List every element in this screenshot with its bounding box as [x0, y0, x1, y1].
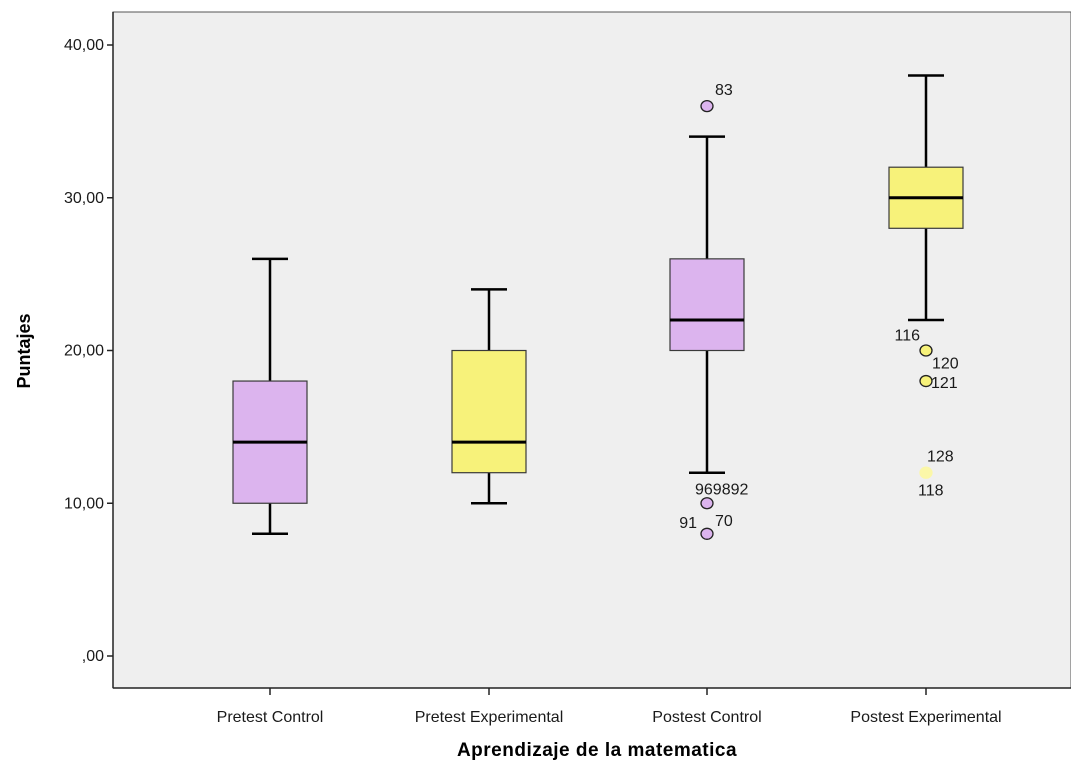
iqr-box: [451, 349, 527, 474]
box-3: [669, 135, 745, 474]
x-tick-label: Postest Experimental: [850, 709, 1001, 726]
outliers-layer: 83 969892 91 70 116 120 121 128 118: [679, 82, 959, 540]
box-1: [232, 257, 308, 536]
outlier-point: [919, 344, 933, 357]
y-axis-title: Puntajes: [14, 313, 34, 388]
y-tick-label: 10,00: [64, 495, 104, 512]
outlier-point: [700, 527, 714, 540]
box-4: [888, 74, 964, 322]
outlier-label: 120: [932, 356, 959, 373]
plot-background: [112, 11, 1071, 689]
x-tick-label: Pretest Control: [217, 709, 324, 726]
x-tick-label: Pretest Experimental: [415, 709, 564, 726]
outlier-label: 91: [679, 515, 697, 532]
outlier-point: [919, 466, 933, 479]
y-tick-label: 20,00: [64, 343, 104, 360]
x-tick-label: Postest Control: [652, 709, 761, 726]
y-tick-label: ,00: [82, 648, 104, 665]
x-axis: Pretest Control Pretest Experimental Poste…: [113, 687, 1071, 726]
outlier-label: 128: [927, 449, 954, 466]
outlier-point: [700, 497, 714, 510]
outlier-label: 70: [715, 513, 733, 530]
x-axis-title: Aprendizaje de la matematica: [457, 740, 737, 761]
outlier-point: [700, 99, 714, 113]
y-tick-label: 40,00: [64, 37, 104, 54]
outlier-label: 121: [931, 375, 958, 392]
box-2: [451, 288, 527, 505]
y-axis: ,00 10,00 20,00 30,00 40,00: [64, 12, 114, 688]
outlier-label: 83: [715, 82, 733, 99]
y-tick-label: 30,00: [64, 190, 104, 207]
outlier-label: 116: [894, 328, 920, 345]
boxes-layer: [232, 74, 964, 536]
outlier-label: 118: [918, 483, 944, 500]
outlier-label: 969892: [695, 481, 748, 498]
outlier-point: [919, 374, 933, 388]
iqr-box: [669, 258, 745, 352]
